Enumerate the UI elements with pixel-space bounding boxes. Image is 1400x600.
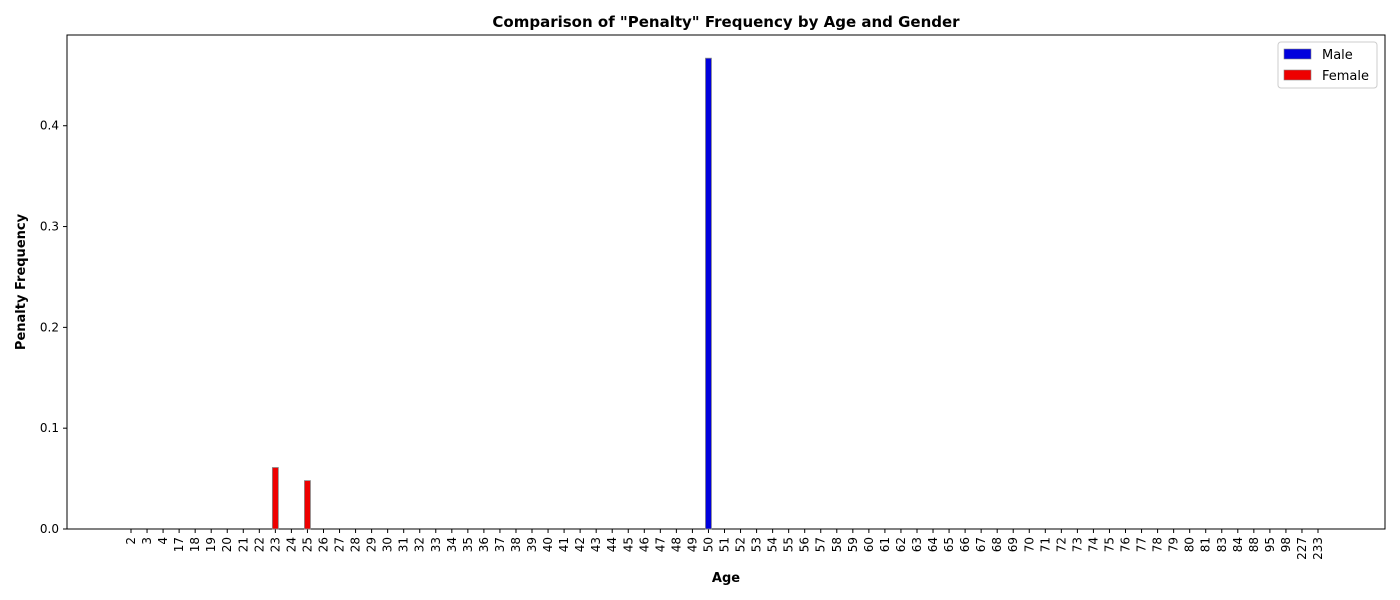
- y-tick-label: 0.4: [40, 119, 59, 133]
- y-tick-label: 0.3: [40, 220, 59, 234]
- x-tick-label: 67: [974, 537, 988, 552]
- x-tick-label: 73: [1070, 537, 1084, 552]
- bar-female-23: [271, 467, 279, 530]
- x-axis-label: Age: [712, 571, 740, 586]
- x-tick-label: 65: [942, 537, 956, 552]
- x-tick-label: 46: [637, 537, 651, 552]
- x-tick-label: 51: [718, 537, 732, 552]
- bars: [271, 57, 712, 530]
- x-tick-label: 58: [830, 537, 844, 552]
- x-tick-label: 76: [1119, 537, 1133, 552]
- x-tick-label: 55: [782, 537, 796, 552]
- x-tick-label: 75: [1102, 537, 1116, 552]
- x-tick-label: 63: [910, 537, 924, 552]
- x-tick-label: 70: [1022, 537, 1036, 552]
- legend: Male Female: [1277, 41, 1378, 89]
- x-tick-label: 37: [493, 537, 507, 552]
- x-tick-label: 44: [605, 537, 619, 552]
- x-tick-label: 41: [557, 537, 571, 552]
- x-tick-label: 227: [1295, 537, 1309, 560]
- legend-label-male: Male: [1322, 48, 1353, 63]
- x-tick-label: 29: [365, 537, 379, 552]
- x-tick-label: 59: [846, 537, 860, 552]
- x-tick-label: 45: [621, 537, 635, 552]
- x-tick-label: 36: [477, 537, 491, 552]
- x-tick-label: 64: [926, 537, 940, 552]
- y-tick-label: 0.1: [40, 421, 59, 435]
- x-tick-label: 35: [461, 537, 475, 552]
- x-tick-label: 20: [220, 537, 234, 552]
- x-tick-label: 31: [397, 537, 411, 552]
- x-tick-label: 38: [509, 537, 523, 552]
- bar-male-50: [705, 57, 712, 530]
- x-tick-label: 98: [1279, 537, 1293, 552]
- x-tick-label: 81: [1199, 537, 1213, 552]
- plot-area-frame: [66, 34, 1386, 530]
- x-tick-label: 53: [750, 537, 764, 552]
- x-axis: 2 3 4 17 18 19 20 21 22 23 24 25 26 27 28 29 30 31 32 33 34 3…: [124, 529, 1325, 560]
- bar-female-25: [304, 480, 311, 530]
- x-tick-label: 47: [653, 537, 667, 552]
- x-tick-label: 72: [1054, 537, 1068, 552]
- x-tick-label: 39: [525, 537, 539, 552]
- x-tick-label: 60: [862, 537, 876, 552]
- x-tick-label: 57: [814, 537, 828, 552]
- x-tick-label: 28: [349, 537, 363, 552]
- legend-swatch-female: [1283, 69, 1312, 81]
- x-tick-label: 2: [124, 537, 138, 545]
- x-tick-label: 30: [381, 537, 395, 552]
- y-axis-label: Penalty Frequency: [14, 213, 29, 350]
- x-tick-label: 22: [252, 537, 266, 552]
- x-tick-label: 88: [1247, 537, 1261, 552]
- x-tick-label: 78: [1151, 537, 1165, 552]
- x-tick-label: 3: [140, 537, 154, 545]
- x-tick-label: 56: [798, 537, 812, 552]
- legend-label-female: Female: [1322, 69, 1369, 84]
- x-tick-label: 74: [1086, 537, 1100, 552]
- x-tick-label: 66: [958, 537, 972, 552]
- x-tick-label: 80: [1183, 537, 1197, 552]
- x-tick-label: 42: [573, 537, 587, 552]
- x-tick-label: 95: [1263, 537, 1277, 552]
- x-tick-label: 4: [156, 537, 170, 545]
- x-tick-label: 19: [204, 537, 218, 552]
- x-tick-label: 18: [188, 537, 202, 552]
- x-tick-label: 21: [236, 537, 250, 552]
- x-tick-label: 26: [316, 537, 330, 552]
- x-tick-label: 24: [284, 537, 298, 552]
- x-tick-label: 79: [1167, 537, 1181, 552]
- x-tick-label: 71: [1038, 537, 1052, 552]
- x-tick-label: 27: [333, 537, 347, 552]
- y-axis: 0.0 0.1 0.2 0.3 0.4: [40, 119, 67, 536]
- x-tick-label: 50: [701, 537, 715, 552]
- x-tick-label: 68: [990, 537, 1004, 552]
- x-tick-label: 233: [1311, 537, 1325, 560]
- x-tick-label: 40: [541, 537, 555, 552]
- x-tick-label: 62: [894, 537, 908, 552]
- x-tick-label: 54: [766, 537, 780, 552]
- x-tick-label: 33: [429, 537, 443, 552]
- x-tick-label: 43: [589, 537, 603, 552]
- x-tick-label: 52: [734, 537, 748, 552]
- y-tick-label: 0.2: [40, 320, 59, 334]
- x-tick-label: 32: [413, 537, 427, 552]
- chart-title: Comparison of "Penalty" Frequency by Age…: [492, 13, 960, 31]
- x-tick-label: 17: [172, 537, 186, 552]
- x-tick-label: 77: [1135, 537, 1149, 552]
- x-tick-label: 84: [1231, 537, 1245, 552]
- x-tick-label: 23: [268, 537, 282, 552]
- y-tick-label: 0.0: [40, 522, 59, 536]
- x-tick-label: 49: [685, 537, 699, 552]
- x-tick-label: 69: [1006, 537, 1020, 552]
- x-tick-label: 25: [300, 537, 314, 552]
- x-tick-label: 48: [669, 537, 683, 552]
- x-tick-label: 61: [878, 537, 892, 552]
- x-tick-label: 34: [445, 537, 459, 552]
- x-tick-label: 83: [1215, 537, 1229, 552]
- legend-swatch-male: [1283, 48, 1312, 60]
